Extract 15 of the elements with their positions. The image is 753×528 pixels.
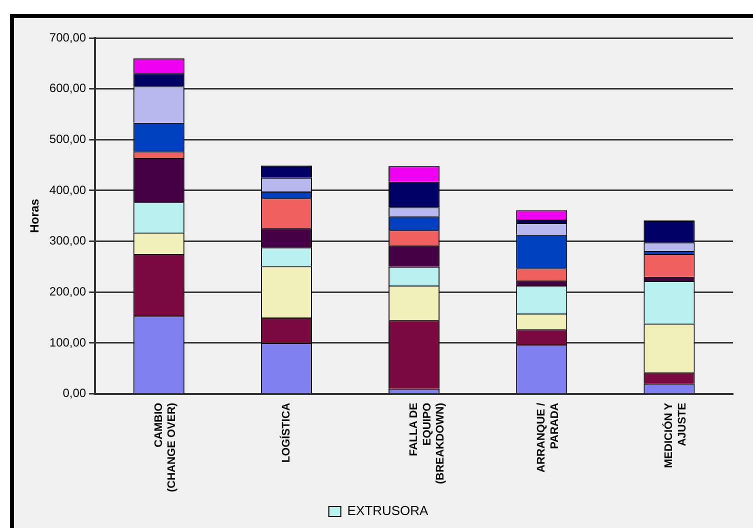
y-tick-label: 500,00	[49, 132, 86, 146]
y-tick-label: 400,00	[49, 182, 86, 197]
y-tick-label: 700,00	[49, 30, 86, 44]
y-tick-label: 0,00	[62, 386, 86, 400]
x-tick-label: CAMBIO (CHANGE OVER)	[152, 402, 178, 492]
legend-label: EXTRUSORA	[347, 503, 429, 518]
y-axis-title: Horas	[28, 198, 42, 233]
y-tick-label: 300,00	[49, 234, 86, 248]
y-tick-label: 600,00	[49, 81, 86, 96]
x-tick-label: MEDICIÓN Y AJUSTE	[662, 402, 688, 468]
x-tick-label: ARRANQUE / PARADA	[536, 402, 561, 472]
x-tick-label: LOGÍSTICA	[280, 402, 293, 463]
y-tick-label: 100,00	[49, 335, 86, 350]
y-tick-label: 200,00	[49, 284, 86, 298]
x-tick-label: FALLA DE EQUIPO (BREAKDOWN)	[408, 402, 446, 484]
